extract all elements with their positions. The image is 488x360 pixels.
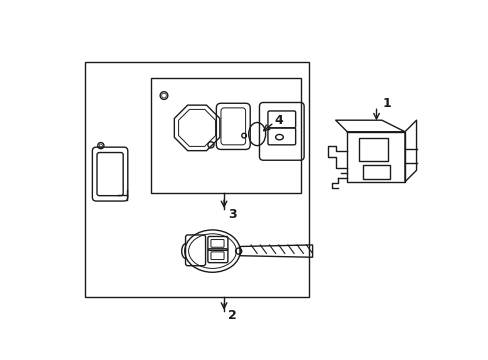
Bar (362, 165, 389, 179)
Bar (346, 132, 404, 182)
Text: 2: 2 (227, 309, 236, 321)
Bar (358, 138, 387, 161)
Bar (151, 78, 301, 193)
Text: 1: 1 (382, 97, 390, 110)
Text: 3: 3 (227, 208, 236, 221)
Text: 4: 4 (274, 114, 283, 127)
Bar (85, 62, 308, 297)
